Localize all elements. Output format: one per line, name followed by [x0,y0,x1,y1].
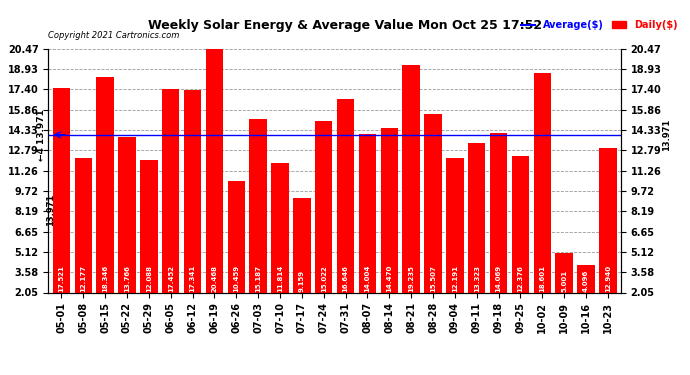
Bar [97,77,114,292]
Text: 13.323: 13.323 [474,265,480,292]
Text: 17.452: 17.452 [168,265,174,292]
Text: 9.159: 9.159 [299,270,305,292]
Text: 12.088: 12.088 [146,265,152,292]
Bar [533,74,551,292]
Text: Weekly Solar Energy & Average Value Mon Oct 25 17:52: Weekly Solar Energy & Average Value Mon … [148,19,542,32]
Text: 15.022: 15.022 [321,265,327,292]
Bar [578,266,595,292]
Text: Copyright 2021 Cartronics.com: Copyright 2021 Cartronics.com [48,30,179,39]
Text: 16.646: 16.646 [342,265,348,292]
Bar [52,88,70,292]
Bar [468,143,486,292]
Bar [402,65,420,292]
Text: 18.601: 18.601 [540,265,545,292]
Bar [249,118,267,292]
Bar [599,148,617,292]
Bar [206,49,223,292]
Bar [228,181,245,292]
Bar [359,134,376,292]
Text: 15.187: 15.187 [255,265,261,292]
Text: 15.507: 15.507 [430,265,436,292]
Text: 13.971: 13.971 [662,118,671,151]
Text: 13.971: 13.971 [46,194,55,226]
Bar [490,134,507,292]
Text: 13.766: 13.766 [124,265,130,292]
Legend: Average($), Daily($): Average($), Daily($) [517,16,682,34]
Text: 18.346: 18.346 [102,265,108,292]
Text: 10.459: 10.459 [233,265,239,292]
Text: 12.177: 12.177 [80,265,86,292]
Bar [555,254,573,292]
Text: 17.521: 17.521 [59,265,64,292]
Bar [271,163,288,292]
Text: 19.235: 19.235 [408,265,414,292]
Bar [118,138,136,292]
Text: ←4 13.971: ←4 13.971 [37,109,46,161]
Text: 12.191: 12.191 [452,265,458,292]
Bar [446,158,464,292]
Bar [337,99,355,292]
Bar [75,159,92,292]
Text: 17.341: 17.341 [190,265,195,292]
Text: 4.096: 4.096 [583,270,589,292]
Text: 20.468: 20.468 [211,265,217,292]
Bar [293,198,310,292]
Bar [184,90,201,292]
Text: 5.001: 5.001 [561,270,567,292]
Text: 14.004: 14.004 [364,264,371,292]
Bar [424,114,442,292]
Bar [162,88,179,292]
Text: 12.376: 12.376 [518,265,524,292]
Bar [512,156,529,292]
Bar [315,121,333,292]
Text: 11.814: 11.814 [277,265,283,292]
Bar [140,160,157,292]
Text: 12.940: 12.940 [605,265,611,292]
Text: 14.069: 14.069 [495,265,502,292]
Text: 14.470: 14.470 [386,264,393,292]
Bar [381,128,398,292]
